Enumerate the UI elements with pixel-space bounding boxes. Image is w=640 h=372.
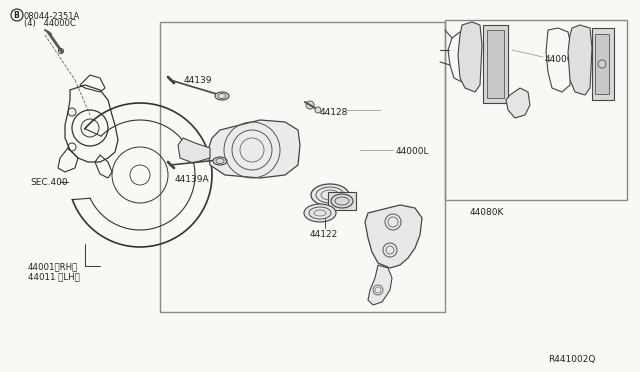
Ellipse shape xyxy=(311,184,349,206)
Circle shape xyxy=(315,107,321,113)
Circle shape xyxy=(306,101,314,109)
Polygon shape xyxy=(368,265,392,305)
Ellipse shape xyxy=(331,194,353,208)
Ellipse shape xyxy=(213,157,227,165)
Bar xyxy=(328,192,356,210)
Ellipse shape xyxy=(304,204,336,222)
Text: 44122: 44122 xyxy=(310,230,339,239)
Bar xyxy=(487,30,504,98)
Text: 44000L: 44000L xyxy=(396,147,429,156)
Text: 44139: 44139 xyxy=(184,76,212,85)
Text: B: B xyxy=(13,10,19,19)
Bar xyxy=(445,20,627,200)
Polygon shape xyxy=(208,120,300,178)
Bar xyxy=(483,25,508,103)
Polygon shape xyxy=(568,25,592,95)
Text: SEC.400: SEC.400 xyxy=(30,178,68,187)
Ellipse shape xyxy=(215,92,229,100)
Text: 44011 〈LH〉: 44011 〈LH〉 xyxy=(28,272,80,281)
Bar xyxy=(595,34,609,94)
Text: R441002Q: R441002Q xyxy=(548,355,596,364)
Polygon shape xyxy=(458,22,482,92)
Polygon shape xyxy=(365,205,422,268)
Polygon shape xyxy=(506,88,530,118)
Bar xyxy=(592,28,614,100)
Polygon shape xyxy=(178,138,210,163)
Text: 44128: 44128 xyxy=(320,108,348,117)
Text: 44080K: 44080K xyxy=(470,208,504,217)
Text: (4)   44000C: (4) 44000C xyxy=(24,19,76,28)
Circle shape xyxy=(598,60,606,68)
Bar xyxy=(160,22,445,312)
Text: 44001〈RH〉: 44001〈RH〉 xyxy=(28,262,78,271)
Text: 08044-2351A: 08044-2351A xyxy=(24,12,80,21)
Text: 44000K: 44000K xyxy=(545,55,579,64)
Text: 44139A: 44139A xyxy=(175,175,210,184)
